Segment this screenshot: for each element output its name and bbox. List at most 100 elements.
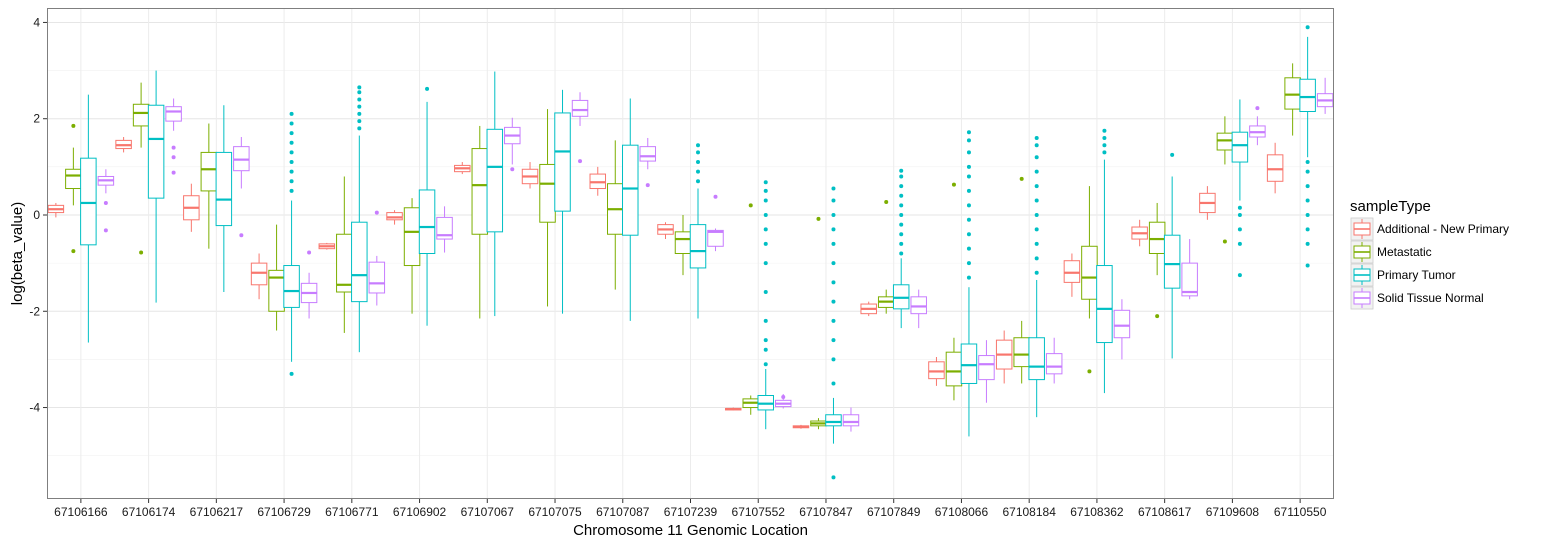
- box: [250, 253, 268, 300]
- box-body: [147, 104, 165, 199]
- x-tick-label: 67110550: [1274, 505, 1327, 519]
- outlier-point: [899, 184, 904, 189]
- outlier-point: [951, 182, 956, 187]
- box-body: [639, 146, 657, 162]
- box-body: [622, 144, 639, 236]
- outlier-point: [696, 143, 700, 148]
- y-tick-label: -2: [29, 304, 40, 318]
- outlier-point: [831, 381, 836, 386]
- outlier-point: [289, 169, 294, 174]
- box: [910, 289, 927, 329]
- outlier-point: [103, 200, 108, 205]
- x-tick-label: 67107847: [799, 505, 853, 519]
- box-body: [571, 99, 589, 117]
- box: [724, 407, 742, 411]
- y-tick-label: 2: [33, 112, 40, 126]
- outlier-point: [763, 318, 768, 323]
- box: [504, 117, 521, 172]
- box-body: [825, 414, 842, 427]
- box-body: [1013, 337, 1030, 368]
- outlier-point: [1305, 227, 1310, 232]
- box-body: [132, 103, 150, 127]
- box: [215, 105, 233, 293]
- box: [539, 109, 556, 307]
- box-body: [842, 414, 860, 427]
- outlier-point: [289, 111, 294, 116]
- outlier-point: [289, 371, 294, 376]
- outlier-point: [1305, 263, 1310, 268]
- legend-items: Additional - New Primary Metastatic Primar…: [1350, 217, 1509, 310]
- box: [774, 394, 792, 409]
- box: [657, 222, 674, 240]
- outlier-point: [1034, 256, 1039, 261]
- series-additional-new-primary: [47, 137, 1284, 429]
- outlier-point: [899, 232, 904, 237]
- box: [639, 137, 657, 188]
- box-body: [554, 112, 571, 212]
- box: [486, 71, 504, 317]
- x-tick-label: 67108066: [935, 505, 989, 519]
- box: [707, 194, 724, 252]
- box: [877, 199, 895, 314]
- outlier-point: [899, 222, 904, 227]
- box-body: [403, 207, 421, 267]
- box: [622, 98, 639, 321]
- outlier-point: [1237, 212, 1242, 217]
- outlier-point: [71, 249, 76, 254]
- outlier-point: [1237, 273, 1242, 278]
- x-tick-label: 67107849: [867, 505, 921, 519]
- outlier-point: [899, 241, 904, 246]
- outlier-point: [1102, 143, 1107, 148]
- outlier-point: [171, 170, 176, 175]
- box: [1028, 135, 1045, 418]
- box: [1163, 152, 1181, 359]
- box: [283, 111, 300, 376]
- box: [589, 166, 607, 196]
- legend-label: Primary Tumor: [1377, 268, 1456, 282]
- box-body: [1231, 131, 1249, 163]
- legend-label: Additional - New Primary: [1377, 222, 1509, 236]
- outlier-point: [696, 169, 700, 174]
- outlier-point: [966, 275, 971, 280]
- box: [1131, 219, 1148, 247]
- outlier-point: [1034, 135, 1039, 140]
- outlier-point: [713, 194, 718, 199]
- box-body: [386, 212, 403, 221]
- box-body: [368, 261, 386, 294]
- outlier-point: [696, 160, 700, 165]
- box: [1316, 77, 1334, 114]
- outlier-point: [239, 233, 244, 238]
- x-tick-label: 67106902: [393, 505, 447, 519]
- box: [1299, 25, 1316, 268]
- outlier-point: [763, 290, 768, 295]
- outlier-point: [357, 111, 362, 116]
- x-tick-label: 67106217: [190, 505, 244, 519]
- box: [521, 162, 539, 189]
- outlier-point: [763, 362, 768, 367]
- box-body: [418, 189, 436, 254]
- box: [860, 301, 877, 317]
- outlier-point: [1305, 160, 1310, 165]
- box-body: [1113, 309, 1131, 339]
- x-tick-label: 67107067: [461, 505, 515, 519]
- box: [80, 94, 97, 343]
- outlier-point: [831, 227, 836, 232]
- x-axis: 67106166 67106174 67106217 67106729 67106771…: [54, 499, 1327, 519]
- outlier-point: [1034, 212, 1039, 217]
- box: [1096, 128, 1113, 394]
- box: [1148, 202, 1166, 319]
- box: [183, 183, 200, 232]
- outlier-point: [1034, 143, 1039, 148]
- box: [960, 130, 978, 437]
- outlier-point: [307, 250, 312, 255]
- outlier-point: [763, 241, 768, 246]
- box: [386, 210, 403, 225]
- outlier-point: [1222, 239, 1227, 244]
- box-body: [1216, 132, 1234, 151]
- box-body: [1028, 337, 1045, 381]
- box: [554, 89, 571, 314]
- box: [147, 70, 165, 303]
- box-body: [707, 229, 724, 247]
- box: [757, 180, 774, 430]
